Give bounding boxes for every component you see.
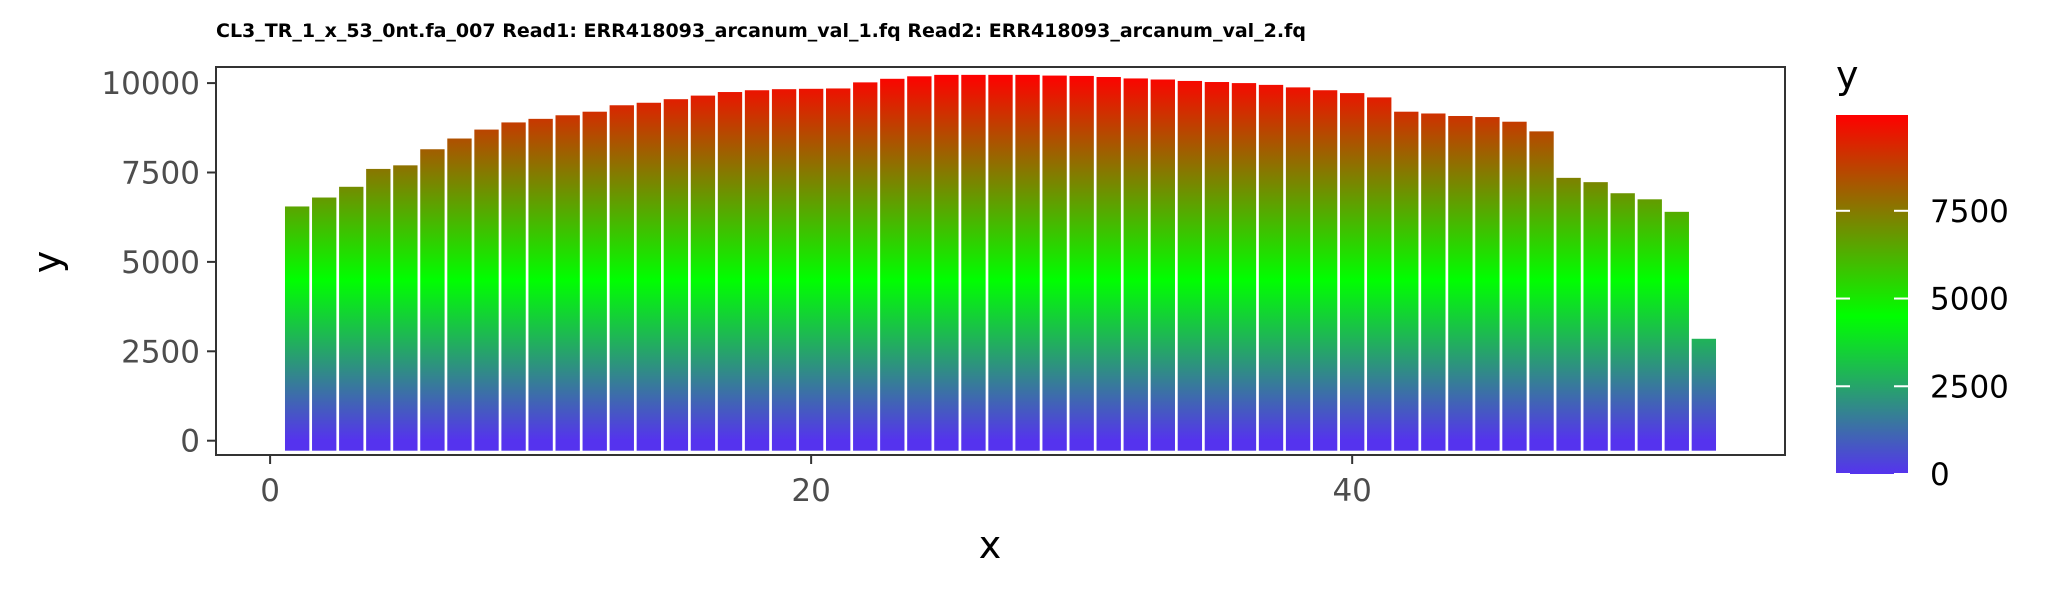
bar [1610, 193, 1635, 451]
colorbar-ticks: 0 2500 5000 7500 [1836, 194, 2009, 493]
bar [690, 95, 716, 451]
bar [1042, 75, 1067, 451]
bar [555, 115, 580, 451]
bar [609, 105, 634, 451]
bar [1448, 115, 1473, 451]
bar [961, 74, 986, 451]
bar [988, 74, 1013, 451]
y-tick-label: 5000 [121, 245, 200, 281]
bar [339, 186, 364, 451]
bars-group [284, 74, 1717, 451]
bar [1583, 182, 1608, 451]
x-axis-title: x [979, 523, 1002, 567]
bar [907, 76, 932, 451]
y-tick-label: 10000 [101, 66, 200, 102]
colorbar [1836, 115, 1908, 474]
bar [474, 129, 499, 451]
bar [1556, 177, 1581, 451]
bar [717, 92, 743, 451]
colorbar-tick-label: 2500 [1930, 369, 2009, 405]
bar [366, 168, 391, 451]
bar [1258, 84, 1284, 451]
x-axis: 0 20 40 [260, 455, 1372, 509]
bar [744, 90, 770, 451]
bar [1421, 113, 1446, 451]
bar [1394, 111, 1419, 451]
bar [1475, 117, 1500, 451]
bar [1367, 97, 1392, 451]
bar [501, 122, 526, 451]
y-tick-label: 2500 [121, 334, 200, 370]
bar [934, 74, 959, 451]
bar [1096, 77, 1121, 451]
bar [1664, 211, 1689, 451]
legend-title: y [1836, 53, 1859, 97]
bar [284, 206, 310, 451]
bar [1015, 74, 1040, 451]
colorbar-tick-label: 0 [1930, 457, 1950, 493]
bar [1502, 121, 1527, 451]
bar [393, 165, 418, 451]
y-axis-title: y [25, 251, 69, 274]
bar [826, 88, 851, 451]
y-axis: 0 2500 5000 7500 10000 [101, 66, 216, 460]
bar [582, 111, 607, 451]
y-tick-label: 0 [180, 424, 200, 460]
x-tick-label: 40 [1332, 473, 1371, 509]
bar [663, 99, 689, 451]
legend: y 0 2500 5000 7500 [1836, 53, 2009, 493]
bar [447, 138, 472, 451]
bar [312, 197, 337, 451]
bar [1150, 79, 1175, 451]
bar [1285, 87, 1311, 451]
bar [1312, 90, 1338, 451]
bar [1529, 131, 1554, 451]
x-tick-label: 20 [791, 473, 830, 509]
bar [1637, 199, 1662, 451]
bar [1204, 82, 1230, 451]
bar [528, 118, 553, 451]
bar [420, 149, 445, 451]
chart-title: CL3_TR_1_x_53_0nt.fa_007 Read1: ERR41809… [216, 20, 1306, 42]
y-tick-label: 7500 [121, 155, 200, 191]
bar [1069, 75, 1094, 451]
bar [771, 89, 797, 451]
colorbar-tick-label: 5000 [1930, 282, 2009, 318]
bar [636, 102, 662, 451]
colorbar-tick-label: 7500 [1930, 194, 2009, 230]
bar [1339, 93, 1365, 451]
x-tick-label: 0 [260, 473, 280, 509]
bar [1231, 83, 1257, 451]
bar [880, 78, 905, 451]
bar [1123, 78, 1148, 451]
bar [1691, 338, 1717, 451]
bar [1177, 80, 1203, 451]
bar [798, 88, 824, 451]
bar [853, 82, 878, 451]
